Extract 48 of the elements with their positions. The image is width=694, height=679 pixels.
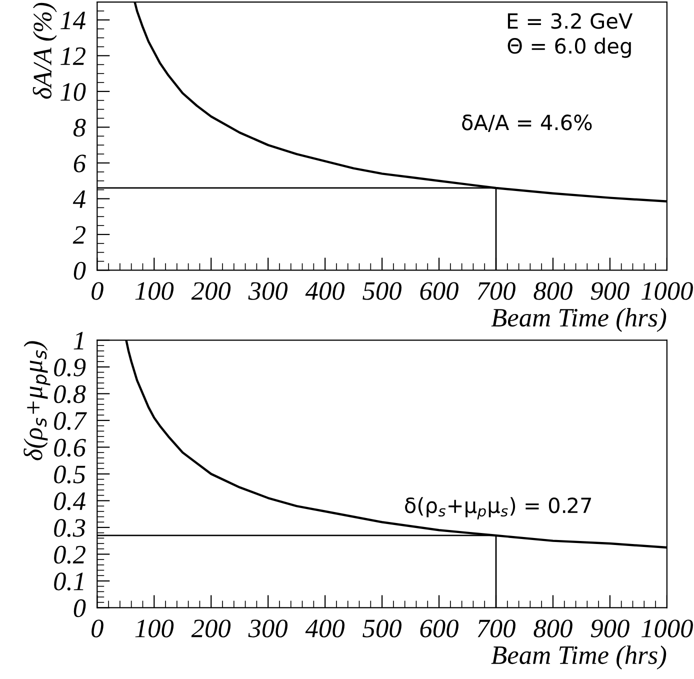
y-tick-label: 0.6 [54,438,86,457]
x-tick-label: 900 [590,282,630,300]
x-axis-title: Beam Time (hrs) [491,646,666,670]
x-axis-title: Beam Time (hrs) [491,308,666,332]
x-tick-label: 600 [420,620,458,638]
y-tick-label: 0 [74,262,86,280]
ref-line-label: δA/A = 4.6% [462,114,592,132]
x-tick-label: 200 [191,282,231,300]
y-tick-label: 1 [74,332,84,350]
y-tick-label: 0.5 [54,466,86,484]
y-tick-label: 0.1 [54,572,84,590]
y-tick-label: 4 [72,190,86,208]
x-tick-label: 400 [305,620,345,638]
y-tick-label: 0.8 [54,385,86,404]
y-tick-label: 0.4 [54,492,86,510]
y-axis-title: δ(ρ$_{s}$+μ$_{p}$μ$_{s}$) [24,341,50,460]
y-tick-label: 0.9 [54,358,86,376]
x-tick-label: 400 [305,282,345,300]
ref-line-label: δ(ρ$_{s}$+μ$_{p}$μ$_{s}$) = 0.27 [405,497,592,520]
y-tick-label: 0.3 [54,519,86,537]
y-axis-title: δA/A (%) [32,2,57,99]
x-tick-label: 0 [92,620,104,638]
x-tick-label: 0 [92,282,104,300]
x-tick-label: 600 [420,282,458,300]
y-tick-label: 14 [60,12,86,30]
y-tick-label: 2 [72,226,86,244]
y-tick-label: 0.7 [54,412,87,430]
y-tick-label: 6 [74,154,86,172]
x-tick-label: 1000 [641,620,693,638]
x-tick-label: 800 [534,282,572,300]
x-tick-label: 1000 [641,282,693,300]
x-tick-label: 500 [362,282,402,300]
x-tick-label: 200 [191,620,231,638]
y-tick-label: 0 [74,599,86,618]
x-tick-label: 100 [135,620,174,638]
x-tick-label: 700 [478,282,516,300]
annotation: E = 3.2 GeV Θ = 6.0 deg [508,13,633,58]
x-tick-label: 300 [248,282,288,300]
y-tick-label: 12 [60,47,86,65]
y-tick-label: 10 [60,83,86,101]
x-tick-label: 900 [590,620,630,638]
y-tick-label: 0.2 [54,546,86,564]
x-tick-label: 300 [248,620,288,638]
x-tick-label: 700 [478,620,516,638]
x-tick-label: 500 [362,620,402,638]
y-tick-label: 8 [73,118,86,137]
x-tick-label: 800 [534,620,572,638]
x-tick-label: 100 [135,282,174,300]
